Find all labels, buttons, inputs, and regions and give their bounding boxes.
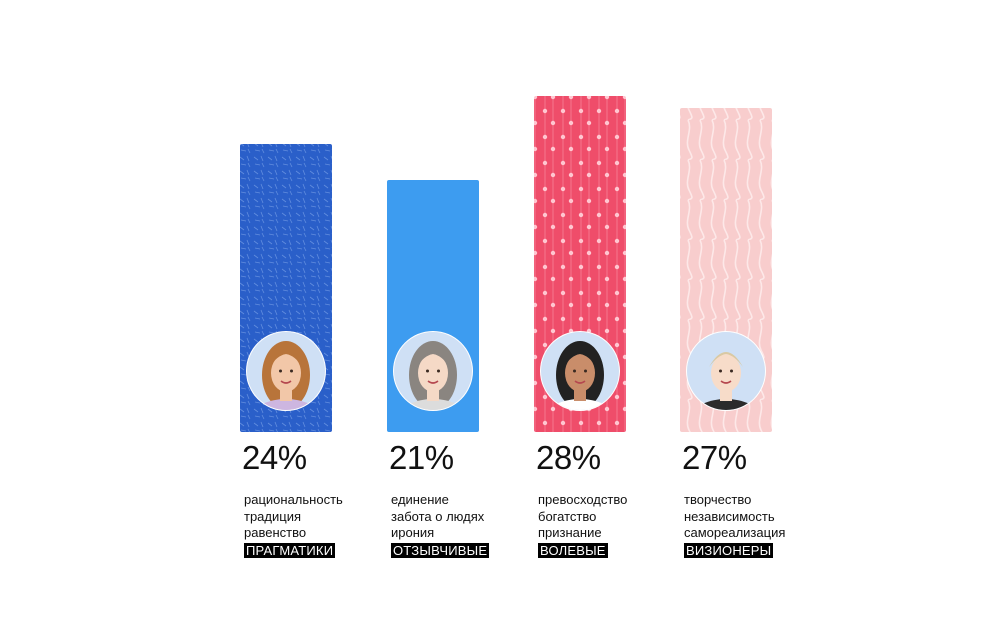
trait-item: богатство (538, 508, 597, 524)
column-pragmatiki: 24% рациональность традиция равенство ПР… (242, 438, 394, 560)
trait-item: традиция (244, 508, 302, 524)
woman-short-blonde-hair-avatar-icon (686, 331, 766, 411)
trait-item: единение (391, 492, 449, 507)
woman-long-dark-hair-avatar-icon (540, 331, 620, 411)
traits-list: творчество независимость самореализация (684, 492, 834, 542)
traits-list: единение забота о людях ирония (391, 492, 541, 542)
traits-list: рациональность традиция равенство (244, 492, 394, 542)
trait-item: признание (538, 525, 602, 540)
traits-list: превосходство богатство признание (538, 492, 688, 542)
trait-item: ирония (391, 525, 435, 540)
column-vizionery: 27% творчество независимость самореализа… (682, 438, 834, 560)
woman-long-auburn-hair-avatar-icon (246, 331, 326, 411)
woman-long-grey-hair-avatar-icon (393, 331, 473, 411)
column-volevye: 28% превосходство богатство признание ВО… (536, 438, 688, 560)
trait-item: равенство (244, 525, 307, 540)
category-tag: ВИЗИОНЕРЫ (684, 542, 774, 558)
column-otzyvchivye: 21% единение забота о людях ирония ОТЗЫВ… (389, 438, 541, 560)
category-tag: ВОЛЕВЫЕ (538, 542, 608, 558)
trait-item: рациональность (244, 492, 343, 507)
category-tag: ПРАГМАТИКИ (244, 542, 336, 558)
trait-item: забота о людях (391, 508, 485, 524)
trait-item: независимость (684, 508, 775, 524)
percent-label: 28% (536, 439, 601, 476)
trait-item: творчество (684, 492, 752, 507)
trait-item: превосходство (538, 492, 628, 507)
percent-label: 21% (389, 439, 454, 476)
trait-item: самореализация (684, 525, 786, 540)
percent-label: 24% (242, 439, 307, 476)
percent-label: 27% (682, 439, 747, 476)
category-tag: ОТЗЫВЧИВЫЕ (391, 542, 490, 558)
